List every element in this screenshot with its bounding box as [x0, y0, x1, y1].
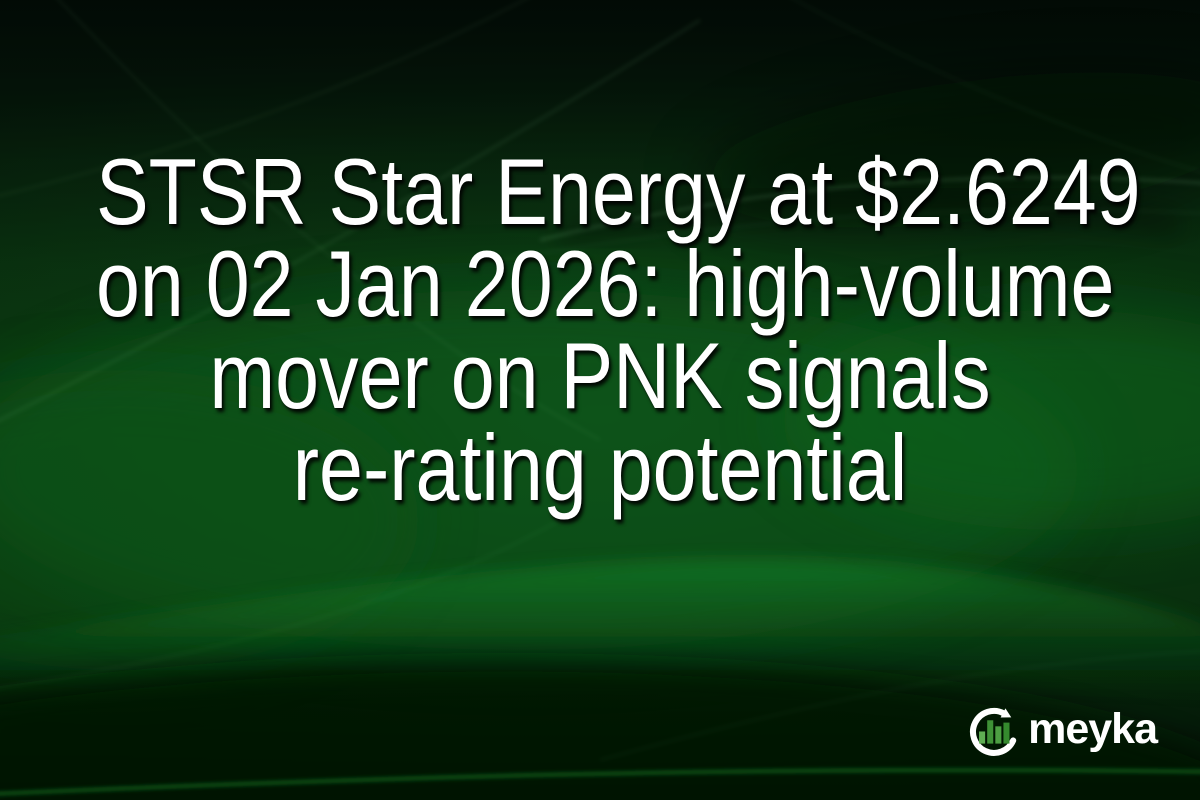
- headline-line-4: re-rating potential: [292, 415, 908, 520]
- logo-wordmark: meyka: [1028, 704, 1158, 753]
- headline-line-3: mover on PNK signals: [209, 323, 991, 428]
- headline-line-1: STSR Star Energy at $2.6249: [96, 139, 1141, 244]
- meyka-logo: meyka: [966, 703, 1158, 759]
- circular-arrow-bar-chart-icon: [970, 707, 1017, 756]
- headline: STSR Star Energy at $2.6249 on 02 Jan 20…: [96, 139, 1141, 520]
- headline-line-2: on 02 Jan 2026: high-volume: [96, 231, 1115, 336]
